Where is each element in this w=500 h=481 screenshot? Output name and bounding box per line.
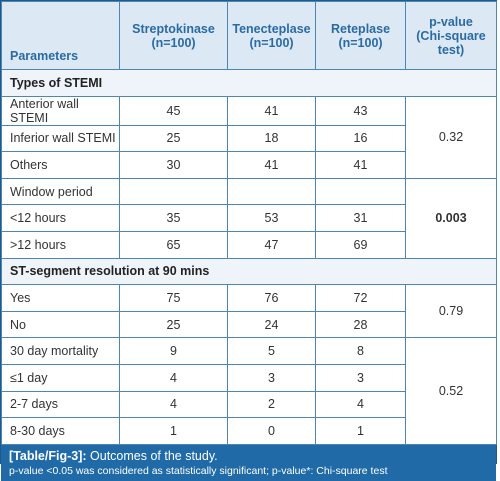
header-tenecteplase: Tenecteplase (n=100) (227, 1, 316, 70)
cell-streptokinase: 35 (119, 204, 228, 232)
section-row-st: ST-segment resolution at 90 mins (1, 257, 497, 286)
row-label: ≤1 day (1, 363, 120, 392)
cell-reteplase: 1 (315, 417, 406, 445)
header-tenecteplase-name: Tenecteplase (232, 21, 311, 36)
cell-reteplase: 3 (315, 363, 406, 392)
cell-tenecteplase: 41 (227, 151, 316, 179)
cell-reteplase: 4 (315, 390, 406, 419)
table-row: <12 hours 35 53 31 (1, 204, 497, 232)
cell-tenecteplase: 76 (227, 284, 316, 312)
header-streptokinase: Streptokinase (n=100) (119, 1, 228, 70)
header-reteplase: Reteplase (n=100) (315, 1, 406, 70)
section-row-types: Types of STEMI (1, 69, 497, 97)
cell-streptokinase: 4 (119, 363, 228, 392)
row-label: >12 hours (1, 230, 120, 259)
cell-reteplase: 8 (315, 337, 406, 365)
cell-tenecteplase: 53 (227, 204, 316, 232)
outcomes-table: Parameters Streptokinase (n=100) Tenecte… (1, 1, 497, 445)
cell-reteplase: 69 (315, 230, 406, 259)
cell-reteplase: 43 (315, 95, 406, 126)
row-label: Inferior wall STEMI (1, 124, 120, 153)
cell-tenecteplase: 24 (227, 310, 316, 339)
header-pvalue-line2: (Chi-square (416, 28, 486, 43)
header-streptokinase-n: (n=100) (151, 35, 196, 50)
table-row: 30 day mortality 9 5 8 0.52 (1, 337, 497, 445)
row-label: Yes (1, 284, 120, 312)
cell-reteplase: 72 (315, 284, 406, 312)
section-title-types: Types of STEMI (1, 69, 497, 97)
table-row: No 25 24 28 (1, 310, 497, 339)
cell-streptokinase (119, 177, 228, 206)
table-caption: [Table/Fig-3]: Outcomes of the study. p-… (1, 444, 496, 481)
row-label: <12 hours (1, 204, 120, 232)
pvalue-types: 0.32 (405, 95, 497, 179)
caption-title-line: [Table/Fig-3]: Outcomes of the study. (9, 449, 488, 464)
cell-reteplase (315, 177, 406, 206)
header-row: Parameters Streptokinase (n=100) Tenecte… (1, 1, 497, 70)
cell-reteplase: 16 (315, 124, 406, 153)
table-row: Others 30 41 41 (1, 151, 497, 179)
cell-tenecteplase: 5 (227, 337, 316, 365)
cell-reteplase: 41 (315, 151, 406, 179)
pvalue-mortality: 0.52 (405, 337, 497, 445)
table-row: Anterior wall STEMI 45 41 43 0.32 (1, 95, 497, 179)
cell-streptokinase: 4 (119, 390, 228, 419)
row-label: No (1, 310, 120, 339)
header-parameters: Parameters (1, 1, 120, 70)
cell-streptokinase: 75 (119, 284, 228, 312)
cell-streptokinase: 25 (119, 310, 228, 339)
table-row: Inferior wall STEMI 25 18 16 (1, 124, 497, 153)
table-row: >12 hours 65 47 69 (1, 230, 497, 259)
row-label: 8-30 days (1, 417, 120, 445)
section-title-st: ST-segment resolution at 90 mins (1, 257, 497, 286)
cell-tenecteplase: 47 (227, 230, 316, 259)
row-label: Anterior wall STEMI (1, 95, 120, 126)
cell-streptokinase: 1 (119, 417, 228, 445)
header-tenecteplase-n: (n=100) (249, 35, 294, 50)
cell-tenecteplase: 18 (227, 124, 316, 153)
pvalue-window: 0.003 (405, 177, 497, 259)
pvalue-st: 0.79 (405, 284, 497, 339)
cell-streptokinase: 9 (119, 337, 228, 365)
cell-tenecteplase: 41 (227, 95, 316, 126)
row-label: 30 day mortality (1, 337, 120, 365)
header-pvalue-line3: test) (437, 42, 465, 57)
caption-title: Outcomes of the study. (86, 448, 218, 463)
cell-streptokinase: 30 (119, 151, 228, 179)
header-reteplase-n: (n=100) (338, 35, 383, 50)
header-pvalue: p-value (Chi-square test) (405, 1, 497, 70)
table-row: Yes 75 76 72 0.79 (1, 284, 497, 339)
cell-tenecteplase: 2 (227, 390, 316, 419)
cell-tenecteplase: 3 (227, 363, 316, 392)
cell-streptokinase: 65 (119, 230, 228, 259)
cell-streptokinase: 25 (119, 124, 228, 153)
row-label: Window period (1, 177, 120, 206)
cell-tenecteplase (227, 177, 316, 206)
cell-streptokinase: 45 (119, 95, 228, 126)
header-reteplase-name: Reteplase (330, 21, 391, 36)
header-pvalue-line1: p-value (429, 14, 473, 29)
cell-tenecteplase: 0 (227, 417, 316, 445)
caption-tag: [Table/Fig-3]: (9, 448, 87, 463)
table-row: 8-30 days 1 0 1 (1, 417, 497, 445)
cell-reteplase: 31 (315, 204, 406, 232)
table-row: Window period 0.003 (1, 177, 497, 259)
row-label: Others (1, 151, 120, 179)
row-label: 2-7 days (1, 390, 120, 419)
header-streptokinase-name: Streptokinase (132, 21, 215, 36)
cell-reteplase: 28 (315, 310, 406, 339)
